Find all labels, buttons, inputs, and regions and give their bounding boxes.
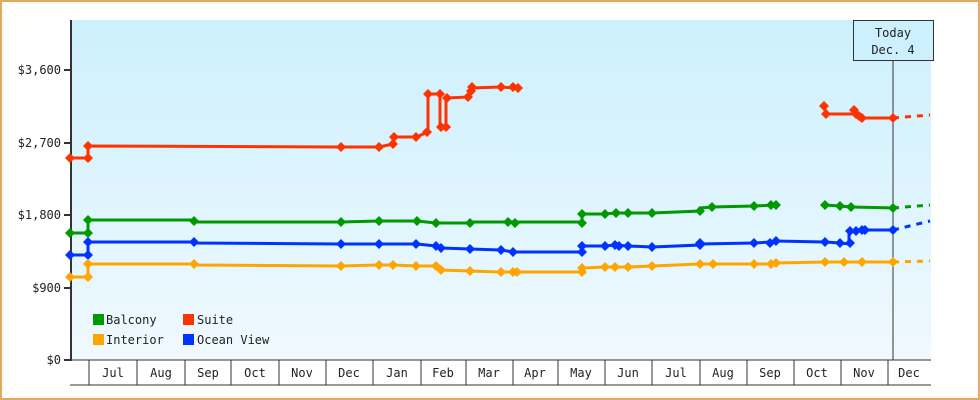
balcony-swatch-icon [93,314,104,325]
y-tick-label: $1,800 [18,208,61,222]
y-tick-label: $2,700 [18,136,61,150]
ocean-view-markers [65,225,898,260]
month-label: Sep [759,366,781,380]
legend-item-ocean-view[interactable]: Ocean View [183,333,270,347]
month-label: Jun [617,366,639,380]
balcony-markers [65,200,898,238]
y-axis-ticks: $3,600 $2,700 $1,800 $900 $0 [18,63,71,367]
x-axis: Jul Aug Sep Oct Nov Dec Jan Feb Mar Apr … [70,359,931,386]
month-label: May [570,366,592,380]
series-balcony [65,200,931,238]
month-label: Sep [197,366,219,380]
month-label: Apr [524,366,546,380]
ocean-view-swatch-icon [183,334,194,345]
month-label: Oct [806,366,828,380]
month-label: Aug [150,366,172,380]
month-label: Jul [665,366,687,380]
month-label: Jan [386,366,408,380]
series-ocean-view [65,219,931,260]
month-label: Nov [853,366,875,380]
legend-label: Interior [106,333,164,347]
today-date: Dec. 4 [871,43,914,57]
plot-area [71,20,931,360]
month-label: Dec [338,366,360,380]
interior-swatch-icon [93,334,104,345]
month-label: Mar [478,366,500,380]
today-label: Today [875,26,911,40]
month-label: Oct [244,366,266,380]
suite-swatch-icon [183,314,194,325]
legend-label: Ocean View [197,333,270,347]
interior-markers [65,257,898,282]
legend-item-interior[interactable]: Interior [93,333,164,347]
legend: Balcony Suite Interior Ocean View [93,313,270,347]
y-tick-label: $0 [47,353,61,367]
series-suite [65,82,931,163]
legend-label: Balcony [106,313,157,327]
suite-markers [65,82,898,163]
legend-item-balcony[interactable]: Balcony [93,313,157,327]
month-label: Dec [898,366,920,380]
month-label: Jul [102,366,124,380]
y-tick-label: $3,600 [18,63,61,77]
today-label-box: Today Dec. 4 [853,20,934,61]
series-interior [65,257,931,282]
month-label: Aug [712,366,734,380]
month-label: Feb [432,366,454,380]
month-label: Nov [291,366,313,380]
y-tick-label: $900 [32,281,61,295]
legend-label: Suite [197,313,233,327]
legend-item-suite[interactable]: Suite [183,313,233,327]
